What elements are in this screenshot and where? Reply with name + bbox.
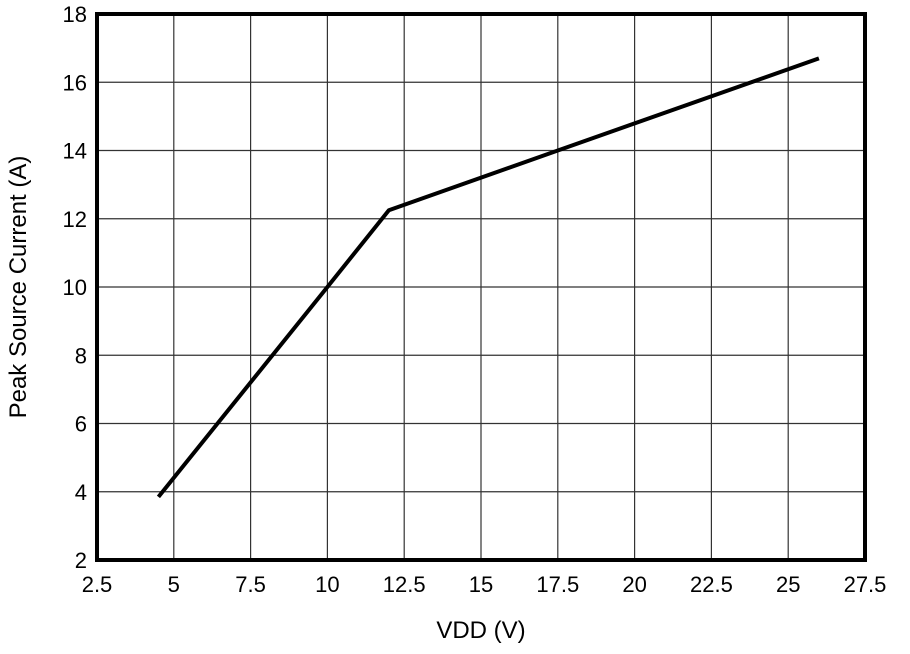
x-tick-label: 15 bbox=[469, 572, 493, 597]
y-tick-label: 8 bbox=[75, 343, 87, 368]
y-tick-label: 18 bbox=[63, 2, 87, 27]
x-tick-label: 22.5 bbox=[690, 572, 733, 597]
plot-frame bbox=[95, 12, 867, 562]
x-tick-label: 25 bbox=[776, 572, 800, 597]
x-tick-label: 12.5 bbox=[383, 572, 426, 597]
y-tick-label: 10 bbox=[63, 275, 87, 300]
x-tick-label: 27.5 bbox=[844, 572, 887, 597]
x-tick-label: 10 bbox=[315, 572, 339, 597]
y-tick-label: 4 bbox=[75, 480, 87, 505]
y-tick-label: 12 bbox=[63, 207, 87, 232]
x-tick-label: 17.5 bbox=[536, 572, 579, 597]
y-axis-label: Peak Source Current (A) bbox=[5, 156, 32, 419]
x-tick-label: 2.5 bbox=[82, 572, 113, 597]
x-axis-label: VDD (V) bbox=[436, 617, 525, 644]
x-tick-label: 20 bbox=[622, 572, 646, 597]
y-tick-label: 2 bbox=[75, 548, 87, 573]
x-tick-label: 5 bbox=[168, 572, 180, 597]
y-tick-label: 6 bbox=[75, 412, 87, 437]
grid bbox=[96, 13, 866, 561]
y-tick-label: 14 bbox=[63, 139, 87, 164]
series-line bbox=[156, 56, 820, 499]
y-tick-label: 16 bbox=[63, 70, 87, 95]
x-tick-label: 7.5 bbox=[235, 572, 266, 597]
